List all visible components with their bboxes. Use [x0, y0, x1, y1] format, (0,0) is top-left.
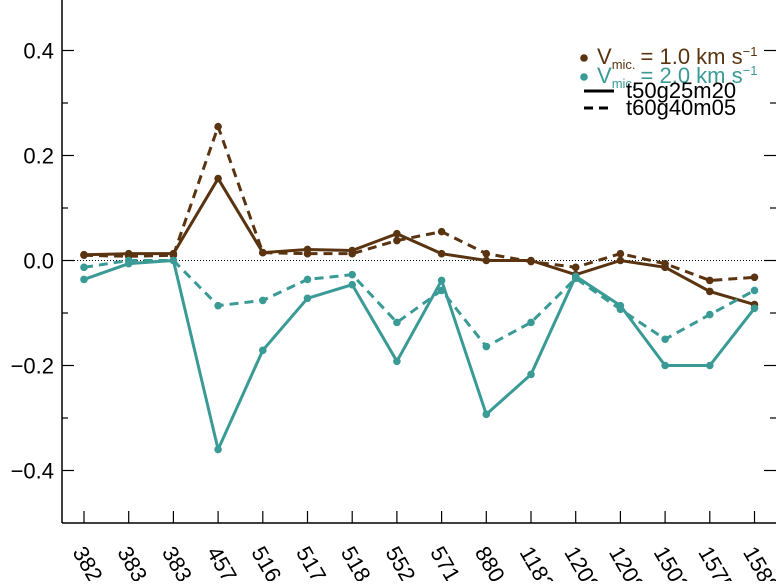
x-tick-label: 1588	[738, 542, 776, 581]
data-point	[437, 286, 446, 295]
data-point	[571, 263, 580, 272]
data-point	[303, 249, 312, 258]
data-point	[214, 174, 222, 183]
data-point	[706, 361, 714, 370]
data-point	[437, 249, 446, 258]
data-point	[348, 249, 357, 258]
y-tick-label: 0.4	[23, 39, 54, 64]
data-point	[393, 236, 401, 245]
y-tick-label: −0.4	[11, 459, 54, 484]
data-point	[214, 445, 222, 454]
data-point	[259, 248, 267, 257]
y-tick-label: −0.2	[11, 354, 54, 379]
data-point	[124, 256, 133, 265]
data-point	[661, 361, 669, 370]
data-point	[527, 370, 535, 379]
legend-subscript: mic.	[612, 57, 636, 72]
data-point	[527, 257, 535, 266]
x-tick-label: 457	[202, 542, 242, 581]
data-point	[750, 304, 759, 313]
data-point	[482, 342, 491, 351]
y-tick-label: 0.2	[23, 144, 54, 169]
data-point	[348, 270, 357, 279]
data-point	[616, 249, 625, 258]
legend-label: t60g40m05	[626, 95, 736, 120]
x-tick-label: 516	[246, 542, 286, 581]
data-point	[80, 263, 88, 272]
data-point	[706, 276, 714, 285]
legend-text: = 2.0 km s	[641, 63, 743, 88]
x-tick-label: 1208	[604, 542, 650, 581]
series-line	[83, 122, 755, 282]
legend-subscript: mic.	[612, 76, 636, 91]
data-point	[750, 286, 759, 295]
legend-dot	[580, 73, 588, 81]
data-point	[214, 122, 222, 131]
legend-dot	[580, 54, 588, 62]
data-point	[750, 273, 759, 282]
data-point	[169, 256, 178, 265]
legend-label: t50g25m20	[626, 78, 736, 103]
data-point	[706, 310, 714, 319]
legend-superscript: −1	[743, 44, 758, 59]
x-tick-label: 880	[470, 542, 510, 581]
data-point	[303, 275, 312, 284]
data-point	[214, 301, 222, 310]
data-point	[616, 256, 625, 265]
legend-symbol: V	[597, 63, 612, 88]
x-tick-label: 1208	[559, 542, 605, 581]
data-point	[259, 346, 267, 355]
x-tick-label: 518	[336, 542, 376, 581]
data-point	[437, 276, 446, 285]
y-tick-label: 0.0	[23, 249, 54, 274]
data-point	[482, 249, 491, 258]
x-tick-label: 517	[291, 542, 331, 581]
data-point	[706, 287, 714, 296]
data-point	[616, 305, 625, 314]
x-tick-label: 1182	[515, 542, 560, 581]
data-point	[437, 227, 446, 236]
data-point	[169, 251, 178, 260]
legend-superscript: −1	[743, 63, 758, 78]
data-point	[482, 256, 491, 265]
data-point	[80, 275, 88, 284]
x-tick-label: 383	[112, 542, 152, 581]
legend-label: Vmic. = 1.0 km s−1	[597, 44, 757, 72]
series-line	[83, 259, 756, 349]
legend-symbol: V	[597, 44, 612, 69]
data-point	[661, 259, 669, 268]
data-point	[571, 274, 580, 283]
x-tick-label: 382	[68, 542, 108, 581]
x-tick-label: 552	[381, 542, 421, 581]
x-tick-label: 1502	[649, 542, 695, 581]
legend-text: = 1.0 km s	[641, 44, 743, 69]
data-point	[348, 280, 357, 289]
data-point	[661, 335, 669, 344]
data-point	[393, 229, 401, 238]
x-tick-label: 383	[157, 542, 197, 581]
legend-label: Vmic. = 2.0 km s−1	[597, 63, 757, 91]
series-line	[83, 258, 756, 455]
data-point	[393, 357, 401, 366]
data-point	[80, 251, 88, 260]
x-tick-label: 571	[425, 542, 465, 581]
x-tick-label: 1575	[693, 542, 739, 581]
series-line	[83, 175, 755, 307]
data-point	[303, 294, 312, 303]
data-point	[482, 410, 491, 419]
data-point	[527, 318, 535, 327]
data-point	[393, 318, 401, 327]
data-point	[259, 296, 267, 305]
